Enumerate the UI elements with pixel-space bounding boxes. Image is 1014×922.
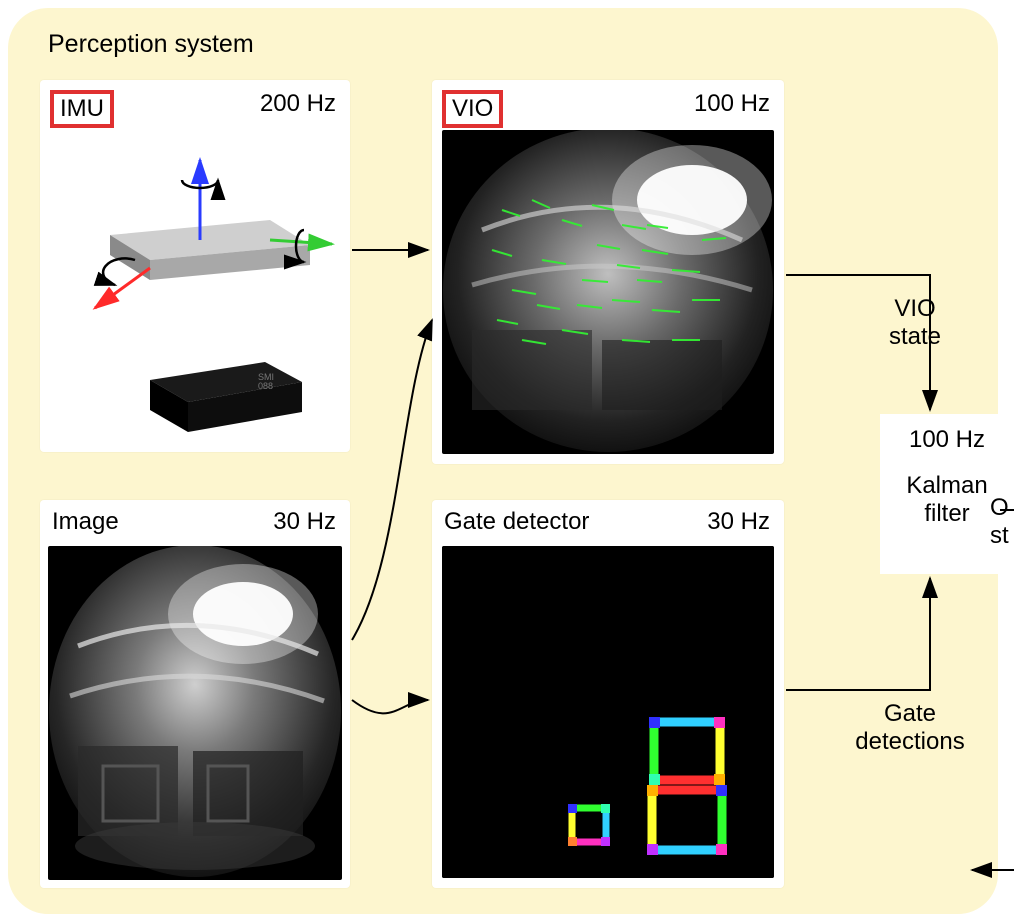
imu-card: IMU 200 Hz [40, 80, 350, 452]
image-hz: 30 Hz [273, 508, 336, 536]
vio-badge: VIO [442, 90, 503, 128]
vio-hz: 100 Hz [694, 90, 770, 118]
gate-detector-card: Gate detector 30 Hz [432, 500, 784, 888]
svg-text:088: 088 [258, 381, 273, 391]
gate-detector-image [442, 546, 774, 878]
gate-detections-label: Gate detections [830, 700, 990, 756]
gate-detector-hz: 30 Hz [707, 508, 770, 536]
vio-card: VIO 100 Hz [432, 80, 784, 464]
imu-diagram: SMI 088 [40, 80, 350, 452]
camera-image [48, 546, 342, 880]
kalman-output-label: O st [990, 494, 1009, 550]
image-card: Image 30 Hz [40, 500, 350, 888]
gate-detector-label: Gate detector [444, 508, 589, 536]
vio-image [442, 130, 774, 454]
image-label: Image [52, 508, 119, 536]
panel-title: Perception system [48, 30, 254, 59]
kalman-hz: 100 Hz [880, 414, 1014, 454]
vio-state-label: VIO state [870, 295, 960, 351]
